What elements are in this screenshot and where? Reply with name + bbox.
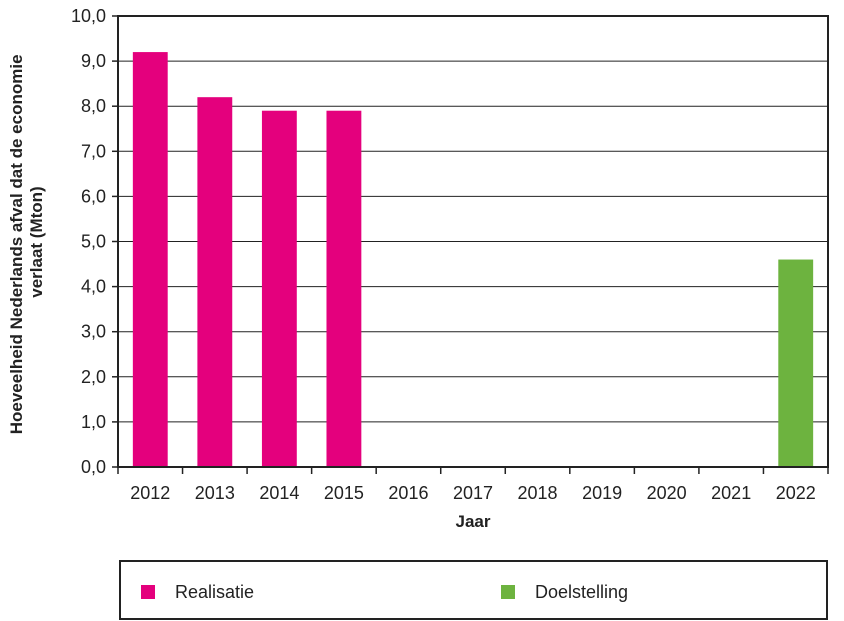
tick-labels: 0,0 1,0 2,0 3,0 4,0 5,0 6,0 7,0 8,0 9,0 10,0 2012 20… — [71, 6, 816, 503]
y-tick-label: 6,0 — [81, 186, 106, 206]
gridlines — [118, 60, 828, 423]
bar-realisatie-2015 — [326, 110, 362, 468]
legend: Realisatie Doelstelling — [119, 560, 828, 620]
x-tick-label: 2021 — [711, 483, 751, 503]
bar-realisatie-2012 — [132, 52, 168, 467]
y-tick-label: 7,0 — [81, 141, 106, 161]
bars — [132, 52, 814, 468]
x-tick-label: 2013 — [195, 483, 235, 503]
x-tick-label: 2015 — [324, 483, 364, 503]
x-tick-label: 2012 — [130, 483, 170, 503]
legend-item-doelstelling: Doelstelling — [501, 581, 629, 602]
legend-item-realisatie: Realisatie — [141, 581, 255, 602]
legend-label-realisatie: Realisatie — [175, 581, 255, 602]
x-tick-label: 2017 — [453, 483, 493, 503]
x-axis-title: Jaar — [456, 512, 491, 531]
y-tick-label: 0,0 — [81, 457, 106, 477]
legend-swatch-doelstelling — [501, 585, 515, 599]
x-tick-label: 2020 — [647, 483, 687, 503]
y-tick-label: 4,0 — [81, 277, 106, 297]
x-tick-label: 2016 — [388, 483, 428, 503]
x-tick-label: 2018 — [518, 483, 558, 503]
bar-doelstelling-2022 — [778, 259, 814, 467]
plot-frame — [117, 15, 829, 468]
axes — [112, 15, 829, 474]
y-axis-title-line-2: verlaat (Mton) — [27, 186, 46, 297]
x-tick-label: 2022 — [776, 483, 816, 503]
y-tick-label: 3,0 — [81, 322, 106, 342]
y-tick-label: 5,0 — [81, 232, 106, 252]
bar-realisatie-2014 — [261, 110, 297, 468]
legend-swatch-realisatie — [141, 585, 155, 599]
bar-realisatie-2013 — [197, 97, 233, 468]
y-tick-label: 9,0 — [81, 51, 106, 71]
y-tick-label: 2,0 — [81, 367, 106, 387]
x-tick-label: 2014 — [259, 483, 299, 503]
y-tick-label: 1,0 — [81, 412, 106, 432]
y-axis-title: Hoeveelheid Nederlands afval dat de econ… — [7, 50, 46, 435]
x-tick-label: 2019 — [582, 483, 622, 503]
y-tick-label: 10,0 — [71, 6, 106, 26]
y-tick-label: 8,0 — [81, 96, 106, 116]
legend-label-doelstelling: Doelstelling — [535, 581, 629, 602]
bar-chart: 0,0 1,0 2,0 3,0 4,0 5,0 6,0 7,0 8,0 9,0 10,0 2012 20… — [7, 6, 829, 531]
y-axis-title-line-1: Hoeveelheid Nederlands afval dat de econ… — [7, 54, 26, 434]
